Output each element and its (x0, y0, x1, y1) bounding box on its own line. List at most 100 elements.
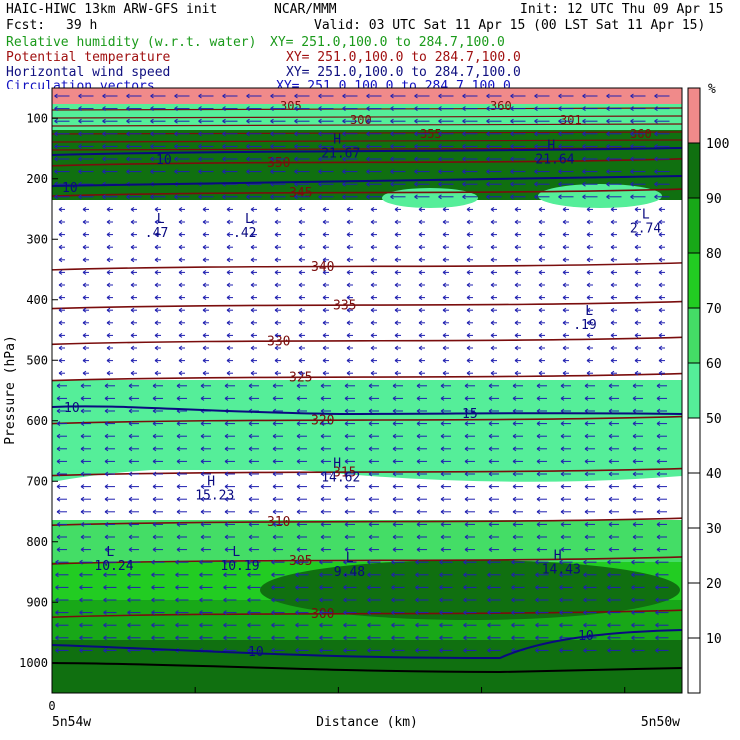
vector-head (440, 471, 445, 477)
vector-head (103, 635, 107, 641)
vector-head (367, 597, 371, 603)
vector-head (535, 647, 539, 653)
vector-head (582, 169, 586, 175)
vector-head (54, 156, 58, 162)
vector-head (223, 559, 227, 565)
theta-label: 301 (560, 113, 582, 127)
vector-head (488, 395, 493, 401)
vector-head (610, 307, 615, 313)
vector-head (202, 219, 207, 225)
vector-head (150, 194, 154, 200)
vector-head (440, 509, 445, 515)
vector-head (56, 446, 61, 452)
vector-head (175, 597, 179, 603)
vector-head (562, 370, 567, 376)
vector-head (224, 484, 229, 490)
vector-head (272, 509, 277, 515)
vector-head (104, 547, 109, 553)
vector-head (584, 534, 589, 540)
vector-head (342, 106, 346, 112)
vector-head (631, 610, 635, 616)
vector-head (127, 584, 131, 590)
vector-head (442, 282, 447, 288)
vector-head (222, 118, 226, 124)
theta-label: 335 (333, 299, 356, 314)
vector-head (175, 622, 179, 628)
vector-head (174, 118, 178, 124)
vector-head (80, 421, 85, 427)
theta-label: 350 (267, 156, 290, 171)
vector-head (80, 408, 85, 414)
vector-head (128, 433, 133, 439)
vector-head (368, 484, 373, 490)
vector-head (154, 269, 159, 275)
field-theta-xy: XY= 251.0,100.0 to 284.7,100.0 (286, 50, 521, 65)
vector-head (655, 610, 659, 616)
vector-head (392, 509, 397, 515)
vector-head (202, 232, 207, 238)
vector-head (466, 358, 471, 364)
vector-head (344, 521, 349, 527)
vector-head (391, 572, 395, 578)
vector-head (294, 194, 298, 200)
vector-head (294, 169, 298, 175)
vector-head (79, 622, 83, 628)
vector-head (560, 395, 565, 401)
vector-head (538, 358, 543, 364)
vector-head (175, 610, 179, 616)
vector-head (608, 383, 613, 389)
colorbar-band (688, 88, 700, 143)
vector-head (416, 509, 421, 515)
vector-head (490, 269, 495, 275)
vector-head (175, 559, 179, 565)
vector-head (102, 169, 106, 175)
vector-head (536, 421, 541, 427)
vector-head (274, 370, 279, 376)
wind-extremum-kind: L (346, 551, 354, 566)
vector-head (344, 471, 349, 477)
vector-head (202, 332, 207, 338)
colorbar-tick-label: 70 (706, 302, 722, 317)
vector-head (199, 610, 203, 616)
vector-head (294, 118, 298, 124)
vector-head (586, 358, 591, 364)
vector-layer (54, 93, 670, 653)
vector-head (462, 106, 466, 112)
vector-head (342, 143, 346, 149)
vector-head (608, 534, 613, 540)
vector-head (202, 358, 207, 364)
colorbar-tick-label: 90 (706, 192, 722, 207)
vector-head (658, 295, 663, 301)
vector-head (511, 559, 515, 565)
vector-head (200, 484, 205, 490)
vector-head (512, 421, 517, 427)
vector-head (466, 332, 471, 338)
vector-head (226, 358, 231, 364)
vector-head (656, 446, 661, 452)
vector-head (558, 156, 562, 162)
vector-head (391, 559, 395, 565)
vector-head (226, 320, 231, 326)
vector-head (296, 484, 301, 490)
vector-head (130, 345, 135, 351)
rh-patch (538, 184, 662, 208)
vector-head (154, 219, 159, 225)
vector-head (152, 408, 157, 414)
vector-head (607, 559, 611, 565)
vector-head (463, 572, 467, 578)
vector-head (656, 395, 661, 401)
vector-head (488, 521, 493, 527)
vector-head (418, 320, 423, 326)
vector-head (56, 471, 61, 477)
vector-head (538, 345, 543, 351)
vector-head (175, 635, 179, 641)
wind-extremum-value: 2.74 (630, 221, 661, 236)
vector-head (394, 206, 399, 212)
vector-head (344, 547, 349, 553)
vector-head (438, 106, 442, 112)
vector-head (630, 194, 634, 200)
vector-head (151, 559, 155, 565)
vector-head (270, 131, 274, 137)
vector-head (583, 584, 587, 590)
vector-head (79, 572, 83, 578)
